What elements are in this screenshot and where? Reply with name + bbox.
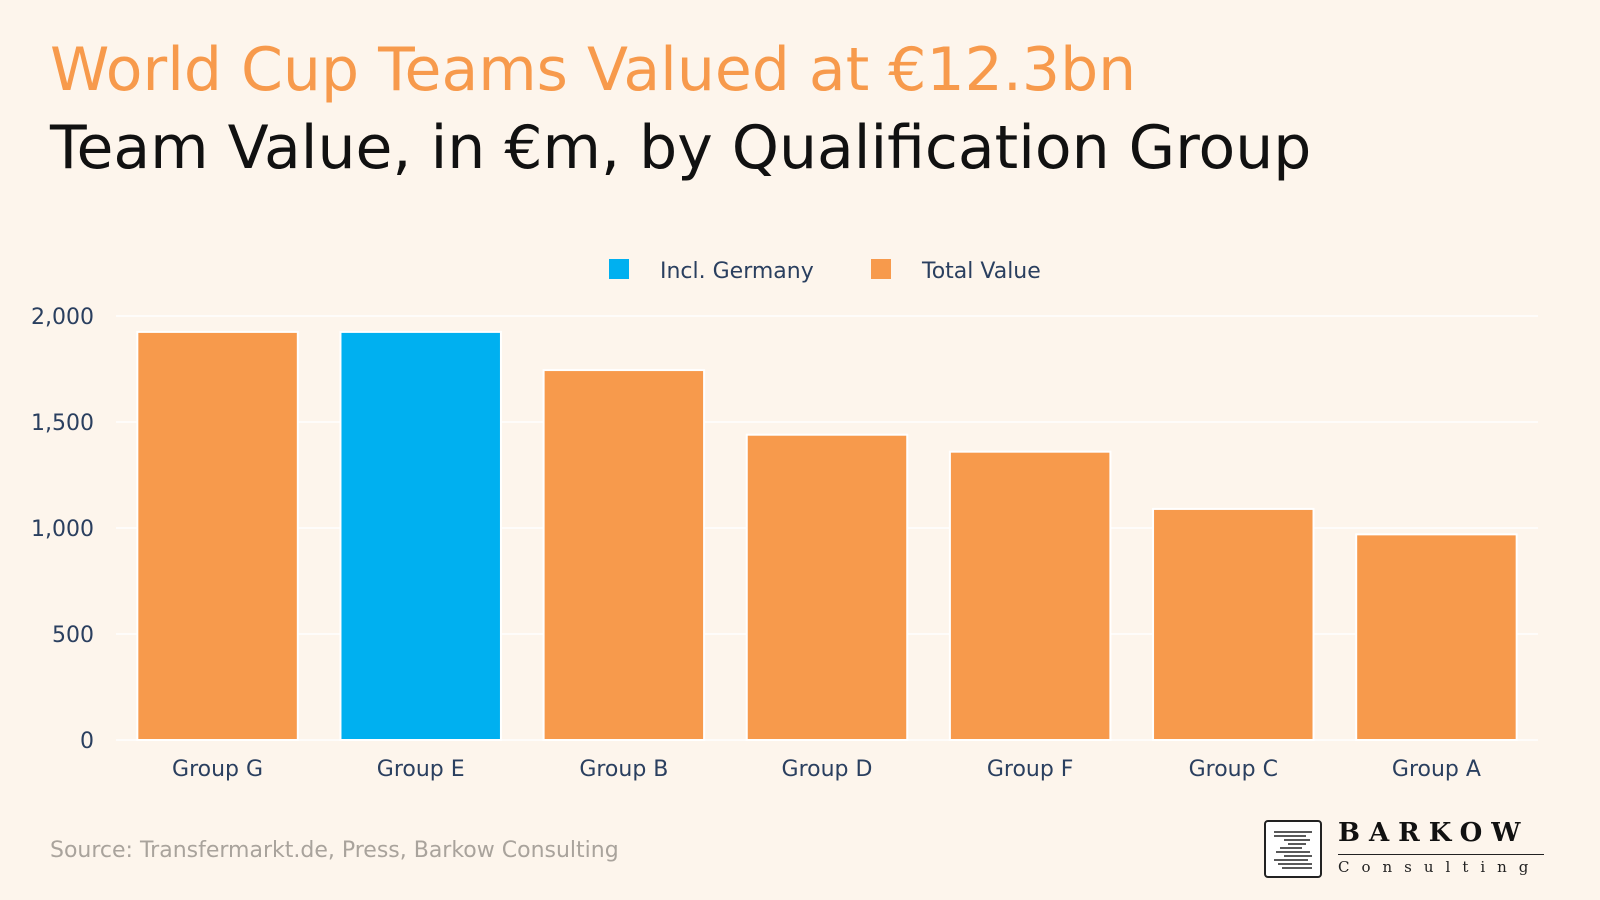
x-tick-label: Group A xyxy=(1392,757,1481,782)
bars xyxy=(136,330,1518,742)
legend-swatch-total-value xyxy=(871,259,891,279)
y-tick-label: 1,500 xyxy=(31,411,94,436)
bar-group-f xyxy=(948,450,1112,741)
barkow-logo-name: BARKOW xyxy=(1338,818,1530,848)
x-tick-label: Group D xyxy=(782,757,873,782)
barkow-logo-icon xyxy=(1264,820,1322,878)
bar-group-a xyxy=(1355,533,1518,741)
y-tick-label: 2,000 xyxy=(31,305,94,330)
barkow-logo-subtitle: Consulting xyxy=(1338,858,1541,876)
y-tick-label: 0 xyxy=(80,729,94,754)
source-note: Source: Transfermarkt.de, Press, Barkow … xyxy=(50,838,619,863)
bar-group-g xyxy=(136,330,299,741)
legend-label: Incl. Germany xyxy=(660,259,814,284)
y-tick-label: 1,000 xyxy=(31,517,94,542)
bar-group-e xyxy=(339,330,502,741)
legend-label: Total Value xyxy=(921,259,1041,284)
legend: Incl. Germany Total Value xyxy=(609,259,1041,284)
bar-group-d xyxy=(745,433,909,741)
y-tick-label: 500 xyxy=(52,623,94,648)
bar-group-b xyxy=(542,369,706,741)
x-tick-label: Group E xyxy=(377,757,465,782)
y-axis-ticks: 0 500 1,000 1,500 2,000 xyxy=(31,305,94,754)
x-tick-label: Group C xyxy=(1189,757,1278,782)
barkow-logo-rule xyxy=(1338,854,1544,855)
bar-group-c xyxy=(1152,507,1315,742)
chart-subtitle: Team Value, in €m, by Qualification Grou… xyxy=(50,113,1312,183)
x-tick-label: Group F xyxy=(987,757,1074,782)
legend-swatch-incl-germany xyxy=(609,259,629,279)
x-tick-label: Group G xyxy=(172,757,263,782)
x-tick-label: Group B xyxy=(579,757,668,782)
barkow-logo: BARKOW Consulting xyxy=(1264,818,1554,882)
chart-title: World Cup Teams Valued at €12.3bn xyxy=(50,35,1137,105)
x-axis-ticks: Group G Group E Group B Group D Group F Group… xyxy=(172,757,1481,782)
